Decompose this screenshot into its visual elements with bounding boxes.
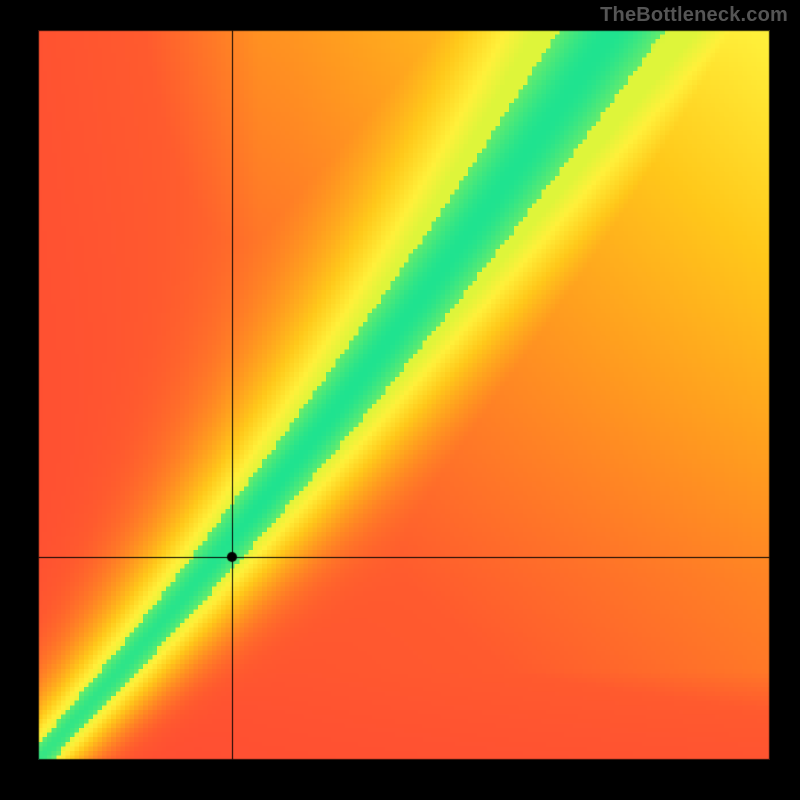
chart-container: TheBottleneck.com <box>0 0 800 800</box>
overlay-canvas <box>0 0 800 800</box>
watermark-label: TheBottleneck.com <box>600 4 788 27</box>
